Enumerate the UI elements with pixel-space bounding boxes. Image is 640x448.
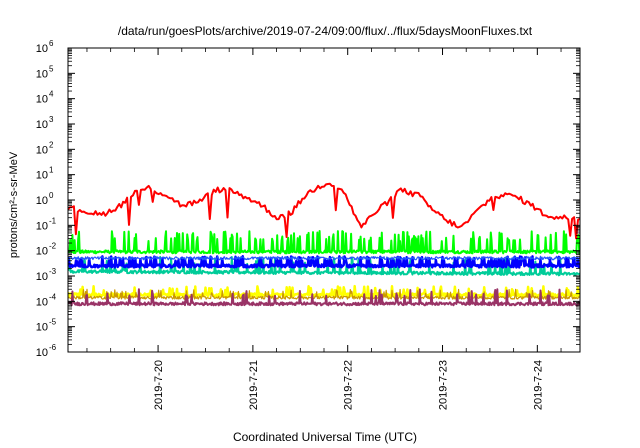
y-tick-label: 10	[36, 94, 48, 106]
y-tick-label: 10	[36, 322, 48, 334]
series-line-4	[68, 255, 580, 261]
y-axis-label-text: protons/cm²-s-sr-MeV	[8, 151, 20, 258]
x-tick-label: 2019-7-20	[153, 360, 165, 410]
y-tick-label: 10	[36, 195, 48, 207]
x-tick-label: 2019-7-24	[532, 360, 544, 410]
series-line-2	[68, 255, 580, 277]
y-tick-label: 10	[36, 246, 48, 258]
y-axis-label: protons/cm²-s-sr-MeV	[8, 151, 20, 258]
x-tick-label-group: 2019-7-24	[532, 360, 544, 410]
y-tick-label-exponent: 2	[49, 140, 54, 149]
x-tick-label: 2019-7-21	[248, 360, 260, 410]
y-tick-label: 10	[36, 68, 48, 80]
y-tick-label-exponent: 3	[49, 115, 54, 124]
series-line-0	[68, 182, 580, 240]
y-tick-label-exponent: 6	[49, 39, 54, 48]
y-tick-label: 10	[36, 119, 48, 131]
x-tick-label-group: 2019-7-20	[153, 360, 165, 410]
y-tick-label-exponent: -6	[49, 343, 57, 352]
y-tick-label-exponent: 4	[49, 90, 54, 99]
x-tick-label-group: 2019-7-23	[438, 360, 450, 410]
x-tick-label-group: 2019-7-21	[248, 360, 260, 410]
series-line-7	[68, 288, 580, 307]
y-tick-label-exponent: -3	[49, 267, 57, 276]
y-tick-label: 10	[36, 43, 48, 55]
y-tick-label: 10	[36, 296, 48, 308]
series-line-5	[68, 284, 580, 298]
y-tick-label: 10	[36, 144, 48, 156]
chart-title: /data/run/goesPlots/archive/2019-07-24/0…	[118, 24, 533, 38]
series-line-3	[68, 255, 580, 269]
plot-area: 10 -610 -510 -410 -310 -210 -110 010 110 210 310 41…	[36, 39, 581, 410]
series-group	[68, 182, 580, 307]
y-tick-label-exponent: -1	[49, 216, 57, 225]
x-tick-label: 2019-7-22	[343, 360, 355, 410]
y-tick-label-exponent: -5	[49, 318, 57, 327]
y-tick-label: 10	[36, 220, 48, 232]
y-tick-label-exponent: -4	[49, 292, 57, 301]
y-tick-label-exponent: 1	[49, 166, 54, 175]
y-tick-label-exponent: 0	[49, 191, 54, 200]
series-line-1	[68, 230, 580, 255]
y-tick-label: 10	[36, 347, 48, 359]
plot-frame	[67, 47, 581, 353]
y-tick-label: 10	[36, 271, 48, 283]
x-tick-label: 2019-7-23	[438, 360, 450, 410]
y-tick-label-exponent: 5	[49, 64, 54, 73]
y-tick-label: 10	[36, 170, 48, 182]
x-tick-label-group: 2019-7-22	[343, 360, 355, 410]
x-axis-label: Coordinated Universal Time (UTC)	[233, 430, 417, 444]
y-tick-label-exponent: -2	[49, 242, 57, 251]
